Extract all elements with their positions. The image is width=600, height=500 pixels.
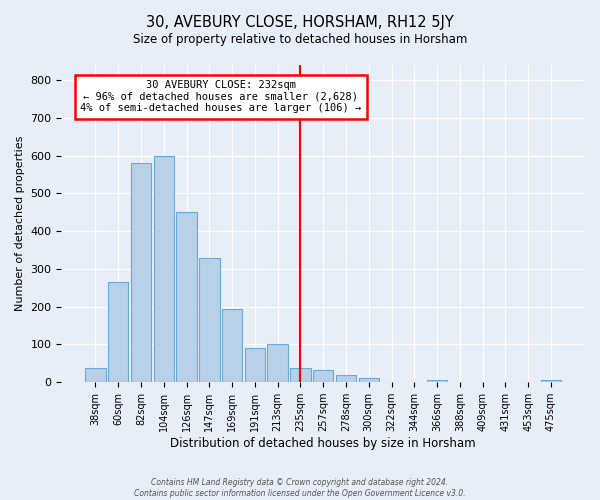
Bar: [290, 368, 311, 382]
Y-axis label: Number of detached properties: Number of detached properties: [15, 136, 25, 312]
Bar: [313, 370, 334, 382]
Bar: [336, 374, 356, 382]
Bar: [245, 348, 265, 382]
Bar: [154, 156, 174, 382]
Bar: [199, 258, 220, 382]
Bar: [359, 378, 379, 382]
Bar: [541, 380, 561, 382]
Text: Contains HM Land Registry data © Crown copyright and database right 2024.
Contai: Contains HM Land Registry data © Crown c…: [134, 478, 466, 498]
X-axis label: Distribution of detached houses by size in Horsham: Distribution of detached houses by size …: [170, 437, 476, 450]
Bar: [85, 368, 106, 382]
Bar: [108, 282, 128, 382]
Bar: [176, 212, 197, 382]
Bar: [427, 380, 448, 382]
Bar: [268, 344, 288, 382]
Bar: [222, 308, 242, 382]
Text: 30, AVEBURY CLOSE, HORSHAM, RH12 5JY: 30, AVEBURY CLOSE, HORSHAM, RH12 5JY: [146, 15, 454, 30]
Text: Size of property relative to detached houses in Horsham: Size of property relative to detached ho…: [133, 32, 467, 46]
Bar: [131, 163, 151, 382]
Text: 30 AVEBURY CLOSE: 232sqm
← 96% of detached houses are smaller (2,628)
4% of semi: 30 AVEBURY CLOSE: 232sqm ← 96% of detach…: [80, 80, 361, 114]
